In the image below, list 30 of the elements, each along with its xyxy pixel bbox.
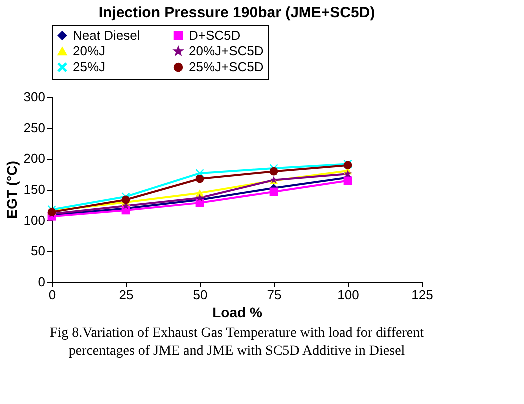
y-tick-label: 100 xyxy=(24,212,46,228)
legend-label: Neat Diesel xyxy=(73,28,140,43)
y-tick-label: 300 xyxy=(24,90,46,104)
x-tick-label: 25 xyxy=(119,288,134,302)
point xyxy=(196,194,204,202)
legend-label: D+SC5D xyxy=(189,28,241,43)
point xyxy=(344,176,352,186)
y-tick-label: 50 xyxy=(31,244,46,259)
x-tick-label: 75 xyxy=(267,288,282,302)
point xyxy=(270,188,278,196)
point xyxy=(196,174,204,184)
legend-label: 25%J+SC5D xyxy=(189,60,264,74)
y-axis-title: EGT (°C) xyxy=(4,161,20,219)
x-tick-label: 100 xyxy=(338,288,360,302)
y-tick-label: 250 xyxy=(24,120,46,136)
point xyxy=(344,170,352,178)
caption: Fig 8.Variation of Exhaust Gas Temperature with load for different percentages of JME and JME with SC5D Additive in Diesel xyxy=(50,326,424,359)
chart-title: Injection Pressure 190bar (JME+SC5D) xyxy=(98,4,376,22)
legend-label: 20%J+SC5D xyxy=(189,44,264,58)
y-tick-label: 0 xyxy=(38,274,46,290)
x-tick-label: 0 xyxy=(48,288,56,302)
legend-label: 20%J xyxy=(73,44,106,58)
legend-label: 25%J xyxy=(73,60,106,74)
x-tick-label: 125 xyxy=(412,288,434,302)
x-axis-title: Load % xyxy=(212,304,263,320)
point xyxy=(270,167,278,176)
y-tick-label: 150 xyxy=(24,182,46,197)
y-tick-label: 200 xyxy=(24,151,46,166)
point xyxy=(122,196,130,204)
x-tick-label: 50 xyxy=(193,288,208,302)
